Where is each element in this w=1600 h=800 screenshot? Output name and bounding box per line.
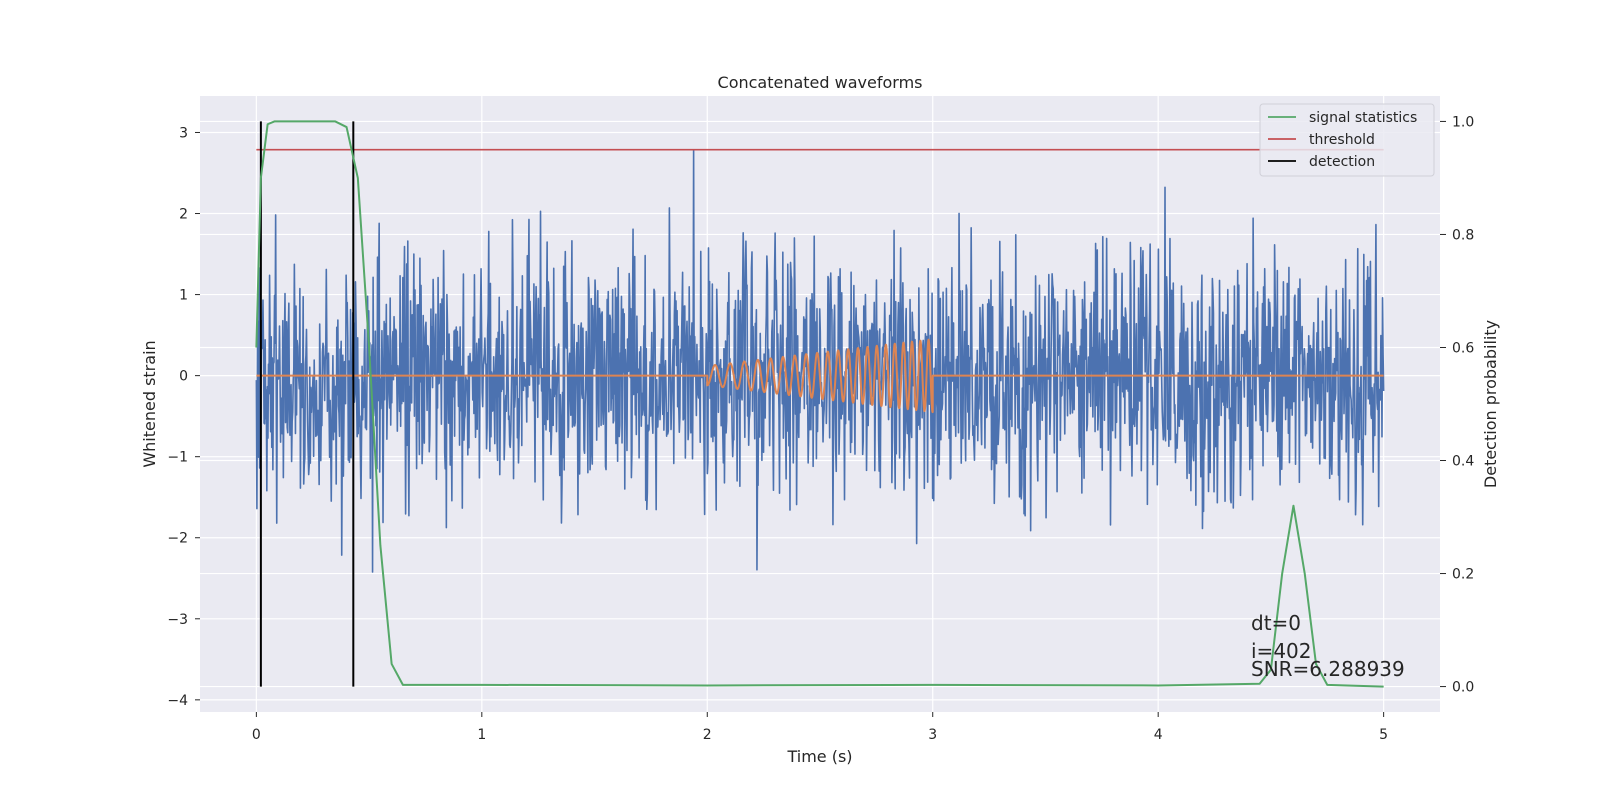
y-axis-label: Whitened strain — [140, 340, 159, 467]
legend-box — [1259, 103, 1435, 177]
annotation-dt: dt=0 — [1251, 611, 1301, 635]
y-tick-label: 3 — [179, 125, 188, 141]
noise-series — [255, 149, 1385, 573]
x-tick-label: 5 — [1379, 727, 1388, 743]
y-tick-label: 0 — [179, 369, 188, 385]
y-ticks: −4 −3 −2 −1 0 1 2 3 — [167, 125, 200, 709]
annotation-snr: SNR=6.288939 — [1251, 657, 1405, 681]
detection-series — [259, 121, 355, 687]
y2-ticks: 0.0 0.2 0.4 0.6 0.8 1.0 — [1440, 114, 1474, 696]
legend-label-threshold: threshold — [1309, 132, 1375, 148]
y2-tick-label: 0.4 — [1452, 454, 1474, 470]
x-ticks: 0 1 2 3 4 5 — [252, 712, 1388, 743]
legend-label-signal-statistics: signal statistics — [1309, 110, 1417, 126]
injection-series — [256, 338, 1384, 414]
y-tick-label: 2 — [179, 207, 188, 223]
signal-statistics-series — [255, 120, 1384, 688]
y2-tick-label: 0.8 — [1452, 227, 1474, 243]
noise-line — [255, 149, 1385, 573]
x-tick-label: 0 — [252, 727, 261, 743]
y2-tick-label: 0.6 — [1452, 340, 1474, 356]
annotation-index: i=402 — [1251, 639, 1312, 663]
chart-title: Concatenated waveforms — [718, 73, 923, 92]
y2-tick-label: 0.0 — [1452, 680, 1474, 696]
y2-tick-label: 1.0 — [1452, 114, 1474, 130]
y-tick-label: −1 — [167, 450, 188, 466]
y-tick-label: −2 — [167, 531, 188, 547]
x-tick-label: 2 — [703, 727, 712, 743]
y-tick-label: −4 — [167, 693, 188, 709]
x-axis-label: Time (s) — [786, 747, 852, 766]
x-tick-label: 1 — [477, 727, 486, 743]
y-tick-label: −3 — [167, 612, 188, 628]
y2-axis-label: Detection probability — [1481, 320, 1500, 488]
legend: signal statistics threshold detection — [1259, 103, 1435, 177]
legend-label-detection: detection — [1309, 154, 1375, 170]
injection-line — [256, 338, 1384, 414]
x-tick-label: 3 — [928, 727, 937, 743]
y2-tick-label: 0.2 — [1452, 567, 1474, 583]
annotation-block: dt=0 i=402 SNR=6.288939 — [1251, 611, 1405, 681]
x-tick-label: 4 — [1154, 727, 1163, 743]
signal-statistics-line — [255, 120, 1384, 688]
y-tick-label: 1 — [179, 288, 188, 304]
